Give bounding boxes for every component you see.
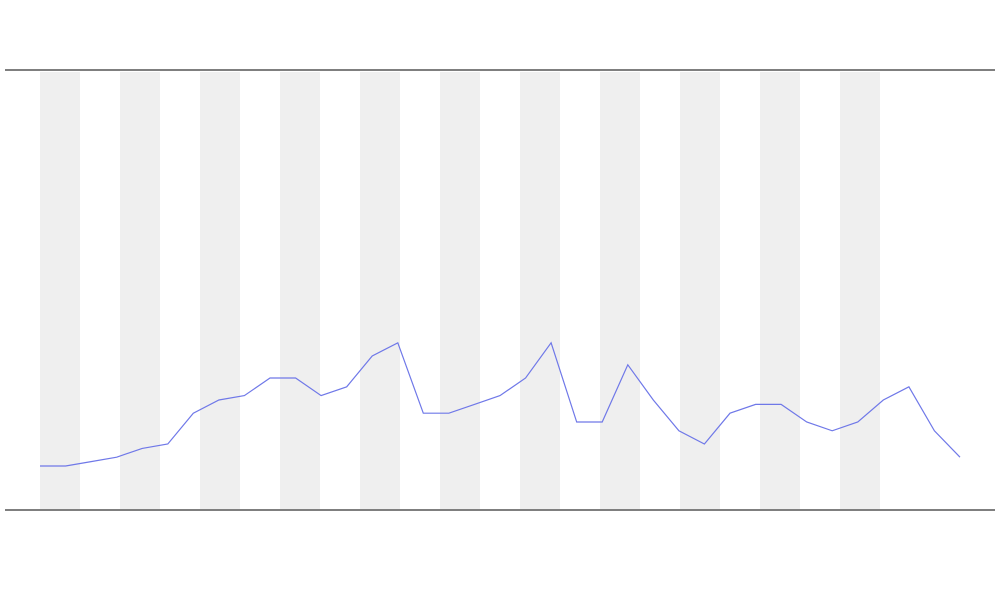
band: [680, 72, 720, 509]
band: [120, 72, 160, 509]
band: [280, 72, 320, 509]
series-line: [40, 341, 961, 467]
band: [520, 72, 560, 509]
band: [600, 72, 640, 509]
background-bands: [40, 72, 880, 509]
band: [440, 72, 480, 509]
band: [40, 72, 80, 509]
band: [360, 72, 400, 509]
band: [840, 72, 880, 509]
band: [200, 72, 240, 509]
band: [760, 72, 800, 509]
